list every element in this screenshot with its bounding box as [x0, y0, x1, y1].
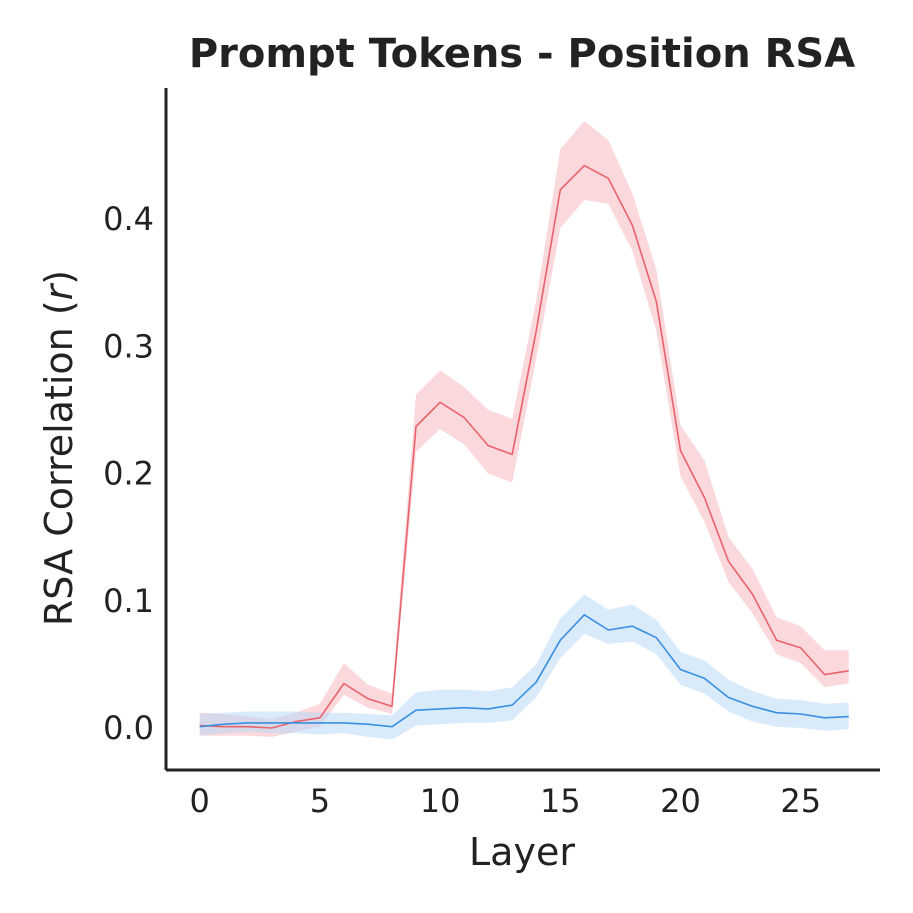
confidence-bands [199, 121, 849, 740]
y-axis-label: RSA Correlation (r) [37, 270, 81, 626]
y-axis-label-main: RSA Correlation ( [37, 300, 81, 626]
y-tick-label: 0.1 [103, 582, 154, 620]
y-tick-label: 0.4 [103, 200, 154, 238]
series-0-line [199, 164, 849, 729]
chart-title: Prompt Tokens - Position RSA [189, 31, 855, 77]
x-tick-label: 5 [310, 782, 330, 820]
x-axis-label: Layer [469, 830, 575, 874]
y-axis-label-variable: r [37, 282, 81, 300]
x-tick-label: 25 [780, 782, 821, 820]
series-0-confidence-band [199, 121, 849, 737]
y-tick-label: 0.3 [103, 327, 154, 365]
series-lines [199, 164, 849, 729]
series-1-line [199, 613, 849, 728]
x-tick-labels: 0 5 10 15 20 25 [190, 782, 822, 820]
y-tick-labels: 0.0 0.1 0.2 0.3 0.4 [103, 200, 154, 747]
x-tick-label: 0 [190, 782, 210, 820]
y-tick-label: 0.2 [103, 455, 154, 493]
x-tick-label: 10 [420, 782, 461, 820]
y-tick-label: 0.0 [103, 709, 154, 747]
x-tick-label: 20 [660, 782, 701, 820]
series-1-confidence-band [199, 594, 849, 740]
y-axis-label-end: ) [37, 270, 81, 285]
x-tick-label: 15 [540, 782, 581, 820]
